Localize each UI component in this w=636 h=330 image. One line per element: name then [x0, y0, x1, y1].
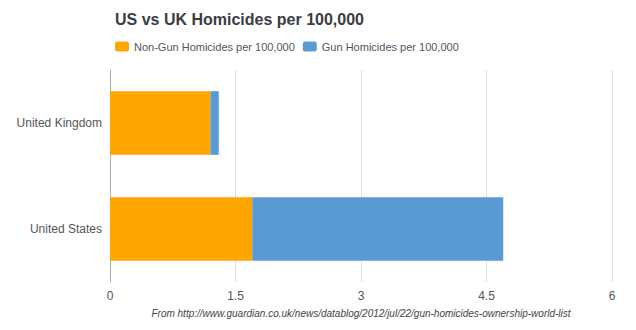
svg-text:0: 0	[107, 289, 114, 303]
svg-text:Gun Homicides per 100,000: Gun Homicides per 100,000	[322, 41, 459, 53]
svg-text:From http://www.guardian.co.uk: From http://www.guardian.co.uk/news/data…	[151, 308, 571, 319]
svg-text:United States: United States	[30, 222, 102, 236]
svg-text:Non-Gun Homicides per 100,000: Non-Gun Homicides per 100,000	[134, 41, 295, 53]
svg-text:1.5: 1.5	[227, 289, 244, 303]
svg-text:United Kingdom: United Kingdom	[17, 116, 102, 130]
svg-text:3: 3	[358, 289, 365, 303]
svg-text:4.5: 4.5	[478, 289, 495, 303]
svg-text:US vs UK Homicides per 100,000: US vs UK Homicides per 100,000	[115, 11, 364, 28]
svg-text:6: 6	[609, 289, 616, 303]
